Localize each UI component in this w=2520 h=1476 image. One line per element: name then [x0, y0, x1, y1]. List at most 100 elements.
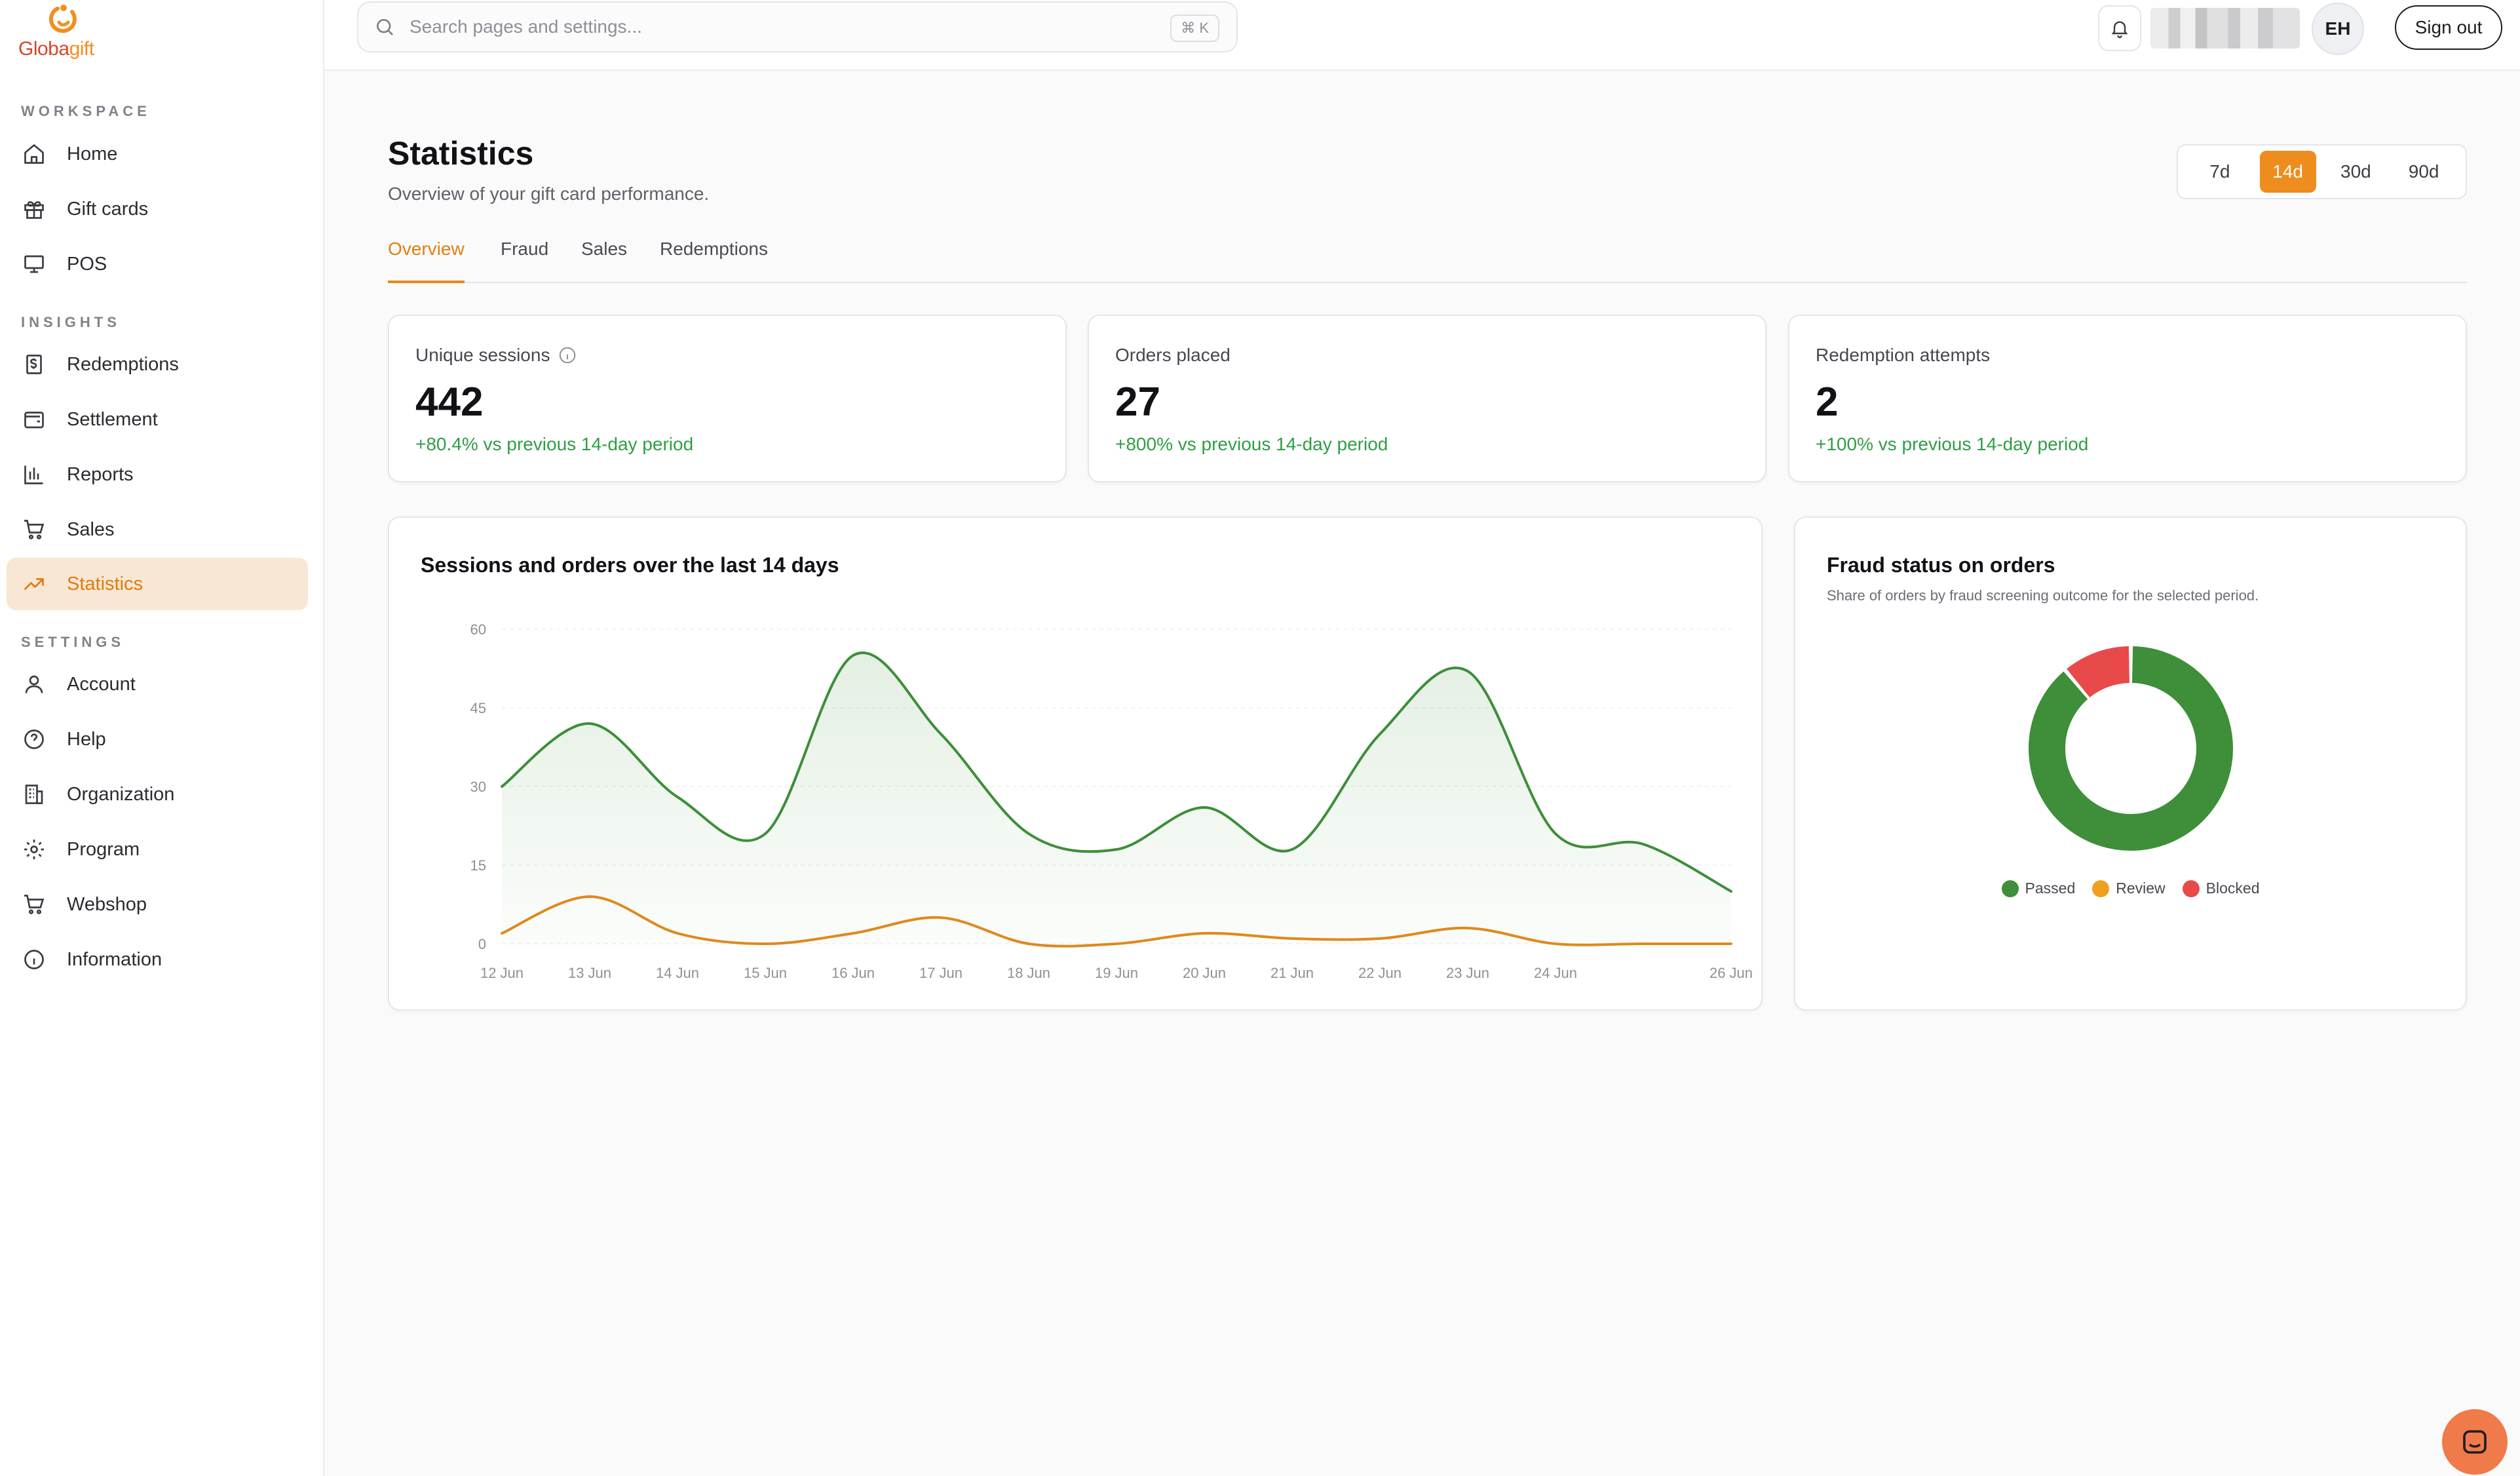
sign-out-button[interactable]: Sign out — [2395, 5, 2502, 50]
topbar: Search pages and settings... ⌘ K EH Sign… — [324, 0, 2520, 71]
logo-wordmark: Globagift — [18, 38, 94, 60]
sidebar-item-label: Program — [67, 838, 140, 860]
stat-delta: +80.4% vs previous 14-day period — [415, 434, 694, 454]
x-tick-label: 17 Jun — [919, 965, 963, 981]
stat-value: 27 — [1115, 379, 1160, 425]
gear-icon — [21, 836, 47, 863]
y-tick-label: 0 — [478, 936, 486, 952]
sidebar-item-pos[interactable]: POS — [7, 238, 308, 290]
y-tick-label: 15 — [470, 857, 486, 874]
receipt-icon — [21, 351, 47, 378]
sidebar-item-reports[interactable]: Reports — [7, 448, 308, 501]
sidebar-item-help[interactable]: Help — [7, 713, 308, 766]
logo-text-part2: gift — [69, 38, 95, 60]
range-option-14d[interactable]: 14d — [2259, 151, 2316, 193]
user-icon — [21, 671, 47, 697]
sidebar-item-label: Settlement — [67, 408, 158, 430]
stat-label: Redemption attempts — [1816, 345, 1991, 365]
brand-logo[interactable]: Globagift — [18, 0, 110, 63]
sidebar-item-label: Webshop — [67, 893, 147, 915]
x-tick-label: 22 Jun — [1358, 965, 1402, 981]
date-range-selector: 7d 14d 30d 90d — [2177, 144, 2467, 199]
cart-icon — [21, 516, 47, 543]
monitor-icon — [21, 251, 47, 277]
legend-swatch — [2182, 880, 2200, 897]
stat-card-orders: Orders placed 27 +800% vs previous 14-da… — [1088, 315, 1766, 482]
chart-title: Sessions and orders over the last 14 day… — [421, 553, 839, 577]
sidebar-item-settlement[interactable]: Settlement — [7, 393, 308, 446]
x-tick-label: 26 Jun — [1709, 965, 1753, 981]
stat-card-redemption-attempts: Redemption attempts 2 +100% vs previous … — [1788, 315, 2467, 482]
bell-icon — [2111, 21, 2128, 39]
wallet-icon — [21, 406, 47, 433]
tab-redemptions[interactable]: Redemptions — [660, 239, 768, 259]
sidebar-item-webshop[interactable]: Webshop — [7, 878, 308, 931]
donut-slice-passed — [2029, 646, 2233, 851]
bar-chart-icon — [21, 461, 47, 488]
donut-slice-blocked — [2067, 646, 2130, 698]
sidebar-item-label: Sales — [67, 518, 115, 540]
x-tick-label: 20 Jun — [1183, 965, 1226, 981]
tab-sales[interactable]: Sales — [581, 239, 628, 259]
sidebar-item-home[interactable]: Home — [7, 128, 308, 180]
search-placeholder: Search pages and settings... — [410, 16, 642, 37]
stat-label: Unique sessions — [415, 345, 550, 365]
nav-section-workspace: WORKSPACE — [21, 103, 151, 119]
stat-value: 2 — [1816, 379, 1839, 425]
sidebar-item-program[interactable]: Program — [7, 823, 308, 876]
sidebar-item-statistics[interactable]: Statistics — [7, 558, 308, 610]
y-tick-label: 60 — [470, 621, 486, 638]
gift-icon — [21, 196, 47, 222]
legend-item-blocked: Blocked — [2182, 880, 2259, 897]
sidebar-item-account[interactable]: Account — [7, 658, 308, 710]
range-option-30d[interactable]: 30d — [2340, 161, 2371, 182]
chat-icon — [2463, 1430, 2487, 1454]
fraud-status-chart-card: Fraud status on orders Share of orders b… — [1794, 516, 2467, 1011]
chart-title: Fraud status on orders — [1827, 553, 2055, 577]
stat-label: Orders placed — [1115, 345, 1231, 365]
series-area-0 — [502, 652, 1731, 944]
sidebar-item-sales[interactable]: Sales — [7, 503, 308, 556]
stat-card-label-row: Unique sessions — [415, 345, 577, 366]
search-input[interactable]: Search pages and settings... ⌘ K — [357, 1, 1238, 52]
tab-overview[interactable]: Overview — [388, 239, 465, 283]
avatar[interactable]: EH — [2312, 3, 2364, 55]
x-tick-label: 21 Jun — [1270, 965, 1314, 981]
shopping-cart-icon — [21, 891, 47, 918]
legend-swatch — [2092, 880, 2110, 897]
stat-card-sessions: Unique sessions 442 +80.4% vs previous 1… — [388, 315, 1067, 482]
sidebar-item-label: Information — [67, 948, 162, 970]
sidebar-item-label: Home — [67, 143, 118, 165]
x-tick-label: 13 Jun — [568, 965, 611, 981]
trending-up-icon — [21, 571, 47, 597]
notifications-button[interactable] — [2098, 5, 2141, 51]
page-subtitle: Overview of your gift card performance. — [388, 184, 710, 204]
range-option-90d[interactable]: 90d — [2408, 161, 2439, 182]
sidebar-item-label: Account — [67, 673, 136, 695]
legend-swatch — [2001, 880, 2019, 897]
stat-delta: +100% vs previous 14-day period — [1816, 434, 2089, 454]
info-icon — [21, 946, 47, 973]
sidebar-item-information[interactable]: Information — [7, 933, 308, 986]
sidebar-item-redemptions[interactable]: Redemptions — [7, 338, 308, 391]
help-circle-icon — [21, 726, 47, 752]
legend-label: Passed — [2025, 880, 2076, 897]
support-chat-button[interactable] — [2442, 1409, 2508, 1475]
series-line-1 — [501, 895, 1732, 948]
logo-text-part1: Globa — [18, 38, 69, 60]
chart-subtitle: Share of orders by fraud screening outco… — [1827, 587, 2259, 604]
user-name-redacted — [2150, 8, 2300, 49]
x-tick-label: 23 Jun — [1446, 965, 1489, 981]
sidebar-item-label: Organization — [67, 783, 175, 805]
tab-bar: Overview Fraud Sales Redemptions — [388, 239, 2467, 283]
range-option-7d[interactable]: 7d — [2209, 161, 2230, 182]
sidebar-item-organization[interactable]: Organization — [7, 768, 308, 821]
logo-mark-icon — [48, 5, 77, 33]
sidebar-item-label: Reports — [67, 463, 134, 485]
info-icon[interactable] — [558, 345, 577, 365]
tab-fraud[interactable]: Fraud — [501, 239, 549, 259]
sidebar-item-gift-cards[interactable]: Gift cards — [7, 183, 308, 235]
search-shortcut-hint: ⌘ K — [1170, 14, 1219, 42]
x-tick-label: 16 Jun — [831, 965, 875, 981]
